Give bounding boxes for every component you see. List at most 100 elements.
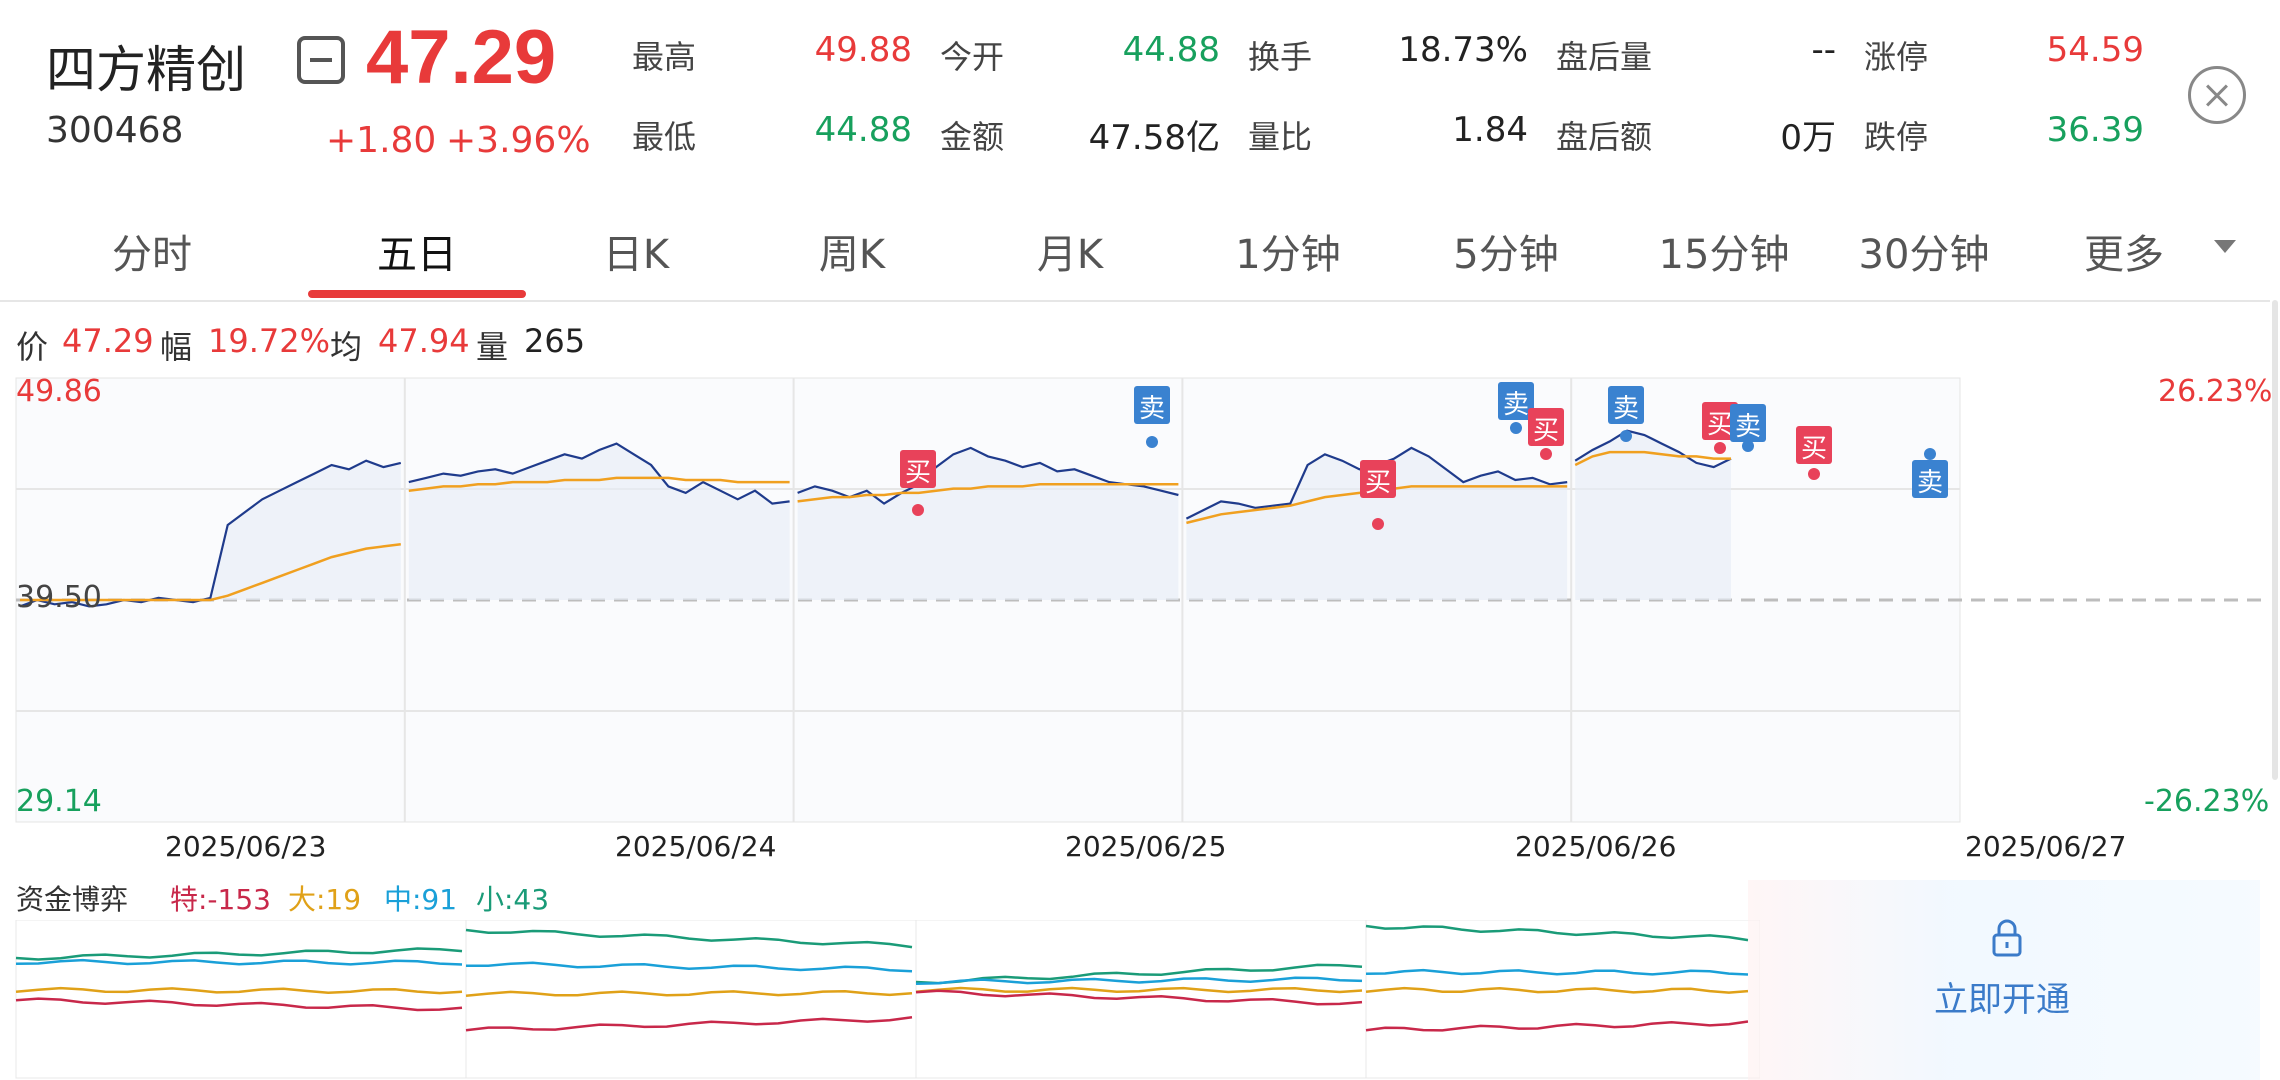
sell-marker-label: 卖 xyxy=(1139,394,1165,424)
buy-point xyxy=(912,504,924,516)
sell-point xyxy=(1510,422,1522,434)
fund-flow-line xyxy=(915,976,1363,985)
fund-flow-line xyxy=(465,928,913,949)
buy-point xyxy=(1714,442,1726,454)
date-label: 2025/06/27 xyxy=(1965,830,2127,863)
date-label: 2025/06/24 xyxy=(615,830,777,863)
tab-5[interactable]: 1分钟 xyxy=(1235,232,1341,278)
sell-marker xyxy=(1498,382,1534,420)
date-label: 2025/06/26 xyxy=(1515,830,1677,863)
tab-1[interactable]: 五日 xyxy=(377,232,457,278)
fund-flow-line xyxy=(15,958,463,966)
price-area xyxy=(797,447,1179,600)
tab-9[interactable]: 更多 xyxy=(2084,232,2164,278)
y-min-label: 29.14 xyxy=(16,784,102,819)
price-change-pct: +3.96% xyxy=(446,120,591,161)
stock-code: 300468 xyxy=(46,110,184,151)
fund-flow-line xyxy=(15,947,463,961)
quote-label: 最高 xyxy=(632,38,697,76)
avg-price-line xyxy=(20,543,401,602)
buy-point xyxy=(1540,448,1552,460)
quote-value: 36.39 xyxy=(2046,110,2144,150)
tab-4[interactable]: 月K xyxy=(1036,232,1104,278)
price-area xyxy=(20,460,401,607)
current-price: 47.29 xyxy=(366,15,557,100)
flow-frame xyxy=(15,920,1760,1079)
fund-flow-line xyxy=(465,961,913,973)
collapse-icon[interactable] xyxy=(297,36,345,84)
fund-flow-line xyxy=(15,986,463,995)
quote-label: 金额 xyxy=(940,118,1005,156)
y-mid-label: 39.50 xyxy=(16,580,102,615)
stock-name: 四方精创 xyxy=(46,41,246,99)
quote-label: 盘后额 xyxy=(1556,118,1653,156)
quote-label: 涨停 xyxy=(1864,38,1929,76)
quote-value: 44.88 xyxy=(1122,30,1220,70)
sell-point xyxy=(1924,448,1936,460)
quote-label: 换手 xyxy=(1248,38,1313,76)
active-tab-indicator xyxy=(308,290,526,298)
tab-0[interactable]: 分时 xyxy=(112,232,192,278)
info-price-label: 价 xyxy=(16,328,49,366)
fund-flow-line xyxy=(915,989,1363,1006)
tab-7[interactable]: 15分钟 xyxy=(1658,232,1790,278)
info-amplitude: 19.72% xyxy=(208,322,331,360)
quote-value: 44.88 xyxy=(814,110,912,150)
buy-marker xyxy=(1528,408,1564,446)
quote-label: 最低 xyxy=(632,118,697,156)
quote-label: 量比 xyxy=(1248,118,1313,156)
sell-point xyxy=(1742,440,1754,452)
buy-marker xyxy=(1360,460,1396,498)
avg-price-line xyxy=(1574,450,1731,467)
sell-marker xyxy=(1912,460,1948,498)
unlock-button[interactable]: 立即开通 xyxy=(1934,980,2070,1020)
scrollbar[interactable] xyxy=(2272,300,2278,780)
sell-marker-label: 卖 xyxy=(1735,412,1761,442)
sell-marker xyxy=(1134,386,1170,424)
avg-price-line xyxy=(408,476,790,492)
fund-flow-item: 大:19 xyxy=(288,883,362,916)
info-price: 47.29 xyxy=(62,322,154,360)
divider xyxy=(0,300,2270,302)
sell-marker xyxy=(1730,404,1766,442)
tab-8[interactable]: 30分钟 xyxy=(1858,232,1990,278)
close-icon[interactable] xyxy=(2188,66,2246,124)
quote-value: 47.58亿 xyxy=(1088,118,1220,158)
tab-2[interactable]: 日K xyxy=(602,232,670,278)
buy-marker-label: 买 xyxy=(1365,468,1391,498)
sell-point xyxy=(1146,436,1158,448)
buy-marker-label: 买 xyxy=(1707,410,1733,440)
info-average: 47.94 xyxy=(378,322,470,360)
tab-6[interactable]: 5分钟 xyxy=(1453,232,1559,278)
date-label: 2025/06/25 xyxy=(1065,830,1227,863)
quote-value: 54.59 xyxy=(2046,30,2144,70)
buy-marker-label: 买 xyxy=(905,458,931,488)
fund-flow-line xyxy=(1365,986,1749,994)
fund-flow-line xyxy=(1365,968,1749,976)
quote-label: 盘后量 xyxy=(1556,38,1653,76)
quote-label: 跌停 xyxy=(1864,118,1929,156)
sell-point xyxy=(1620,430,1632,442)
fund-flow-item: 中:91 xyxy=(384,883,458,916)
quote-label: 今开 xyxy=(940,38,1005,76)
price-line xyxy=(19,459,402,608)
buy-point xyxy=(1808,468,1820,480)
sell-marker-label: 卖 xyxy=(1917,468,1943,498)
fund-flow-item: 小:43 xyxy=(476,883,550,916)
fund-flow-line xyxy=(465,1016,913,1032)
quote-value: 1.84 xyxy=(1452,110,1528,150)
date-label: 2025/06/23 xyxy=(165,830,327,863)
sell-marker xyxy=(1608,386,1644,424)
price-change: +1.80 xyxy=(326,120,437,161)
fund-flow-line xyxy=(915,986,1363,994)
info-vol-label: 量 xyxy=(476,328,509,366)
buy-marker-label: 买 xyxy=(1533,416,1559,446)
buy-marker xyxy=(1796,426,1832,464)
quote-value: -- xyxy=(1811,30,1836,70)
unlock-overlay[interactable] xyxy=(1748,880,2260,1080)
chevron-down-icon[interactable] xyxy=(2214,240,2236,253)
fund-flow-chart xyxy=(15,920,1760,1079)
tab-3[interactable]: 周K xyxy=(818,232,886,278)
sell-marker-label: 卖 xyxy=(1613,394,1639,424)
